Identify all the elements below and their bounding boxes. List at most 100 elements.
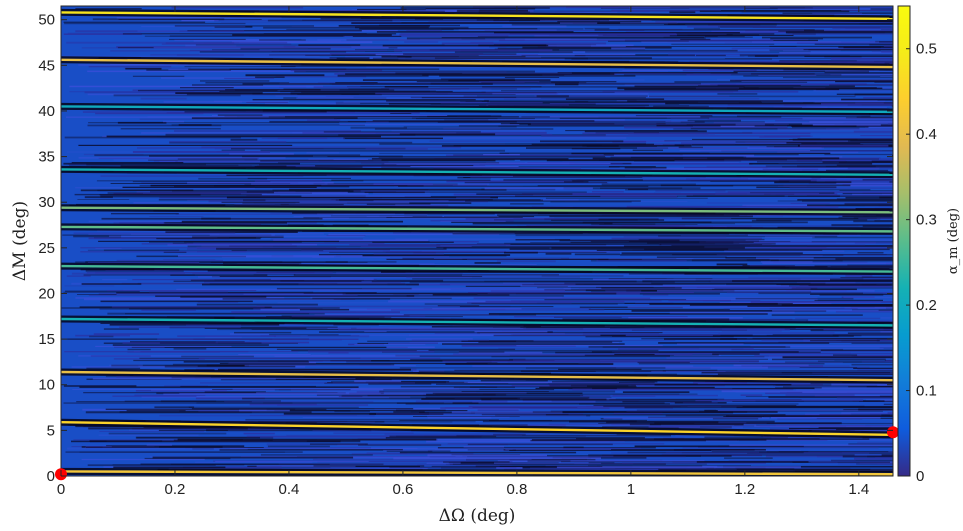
texture-streak: [218, 368, 411, 371]
texture-streak: [316, 439, 592, 441]
texture-streak: [204, 391, 266, 393]
texture-streak: [313, 86, 361, 88]
texture-streak: [837, 462, 893, 465]
texture-streak: [387, 342, 438, 344]
band-line: [61, 470, 893, 476]
texture-streak: [592, 157, 840, 160]
texture-streak: [591, 291, 812, 293]
texture-streak: [140, 351, 299, 353]
texture-streak: [450, 143, 505, 145]
texture-streak: [748, 276, 893, 279]
texture-streak: [880, 76, 893, 77]
texture-streak: [885, 360, 893, 362]
texture-streak: [110, 50, 366, 52]
texture-streak: [426, 440, 610, 443]
texture-streak: [634, 85, 855, 88]
texture-streak: [256, 465, 356, 467]
texture-streak: [472, 222, 613, 225]
texture-streak: [434, 333, 659, 334]
texture-streak: [754, 55, 779, 57]
texture-streak: [584, 130, 707, 133]
texture-streak: [260, 308, 470, 311]
texture-streak: [172, 363, 395, 366]
texture-streak: [442, 360, 580, 363]
texture-streak: [468, 405, 681, 408]
band-line: [61, 264, 893, 273]
texture-streak: [835, 310, 893, 313]
texture-streak: [338, 25, 430, 27]
texture-streak: [87, 124, 222, 127]
texture-streak: [299, 214, 428, 216]
texture-streak: [144, 457, 231, 460]
texture-streak: [485, 37, 706, 40]
texture-streak: [163, 222, 287, 224]
texture-streak: [796, 389, 893, 391]
texture-streak: [292, 132, 457, 134]
texture-streak: [81, 47, 308, 49]
texture-streak: [527, 460, 571, 462]
texture-streak: [876, 217, 893, 219]
texture-streak: [126, 410, 186, 412]
texture-streak: [411, 56, 541, 58]
texture-streak: [729, 414, 882, 416]
texture-streak: [770, 260, 893, 262]
texture-streak: [384, 162, 611, 165]
texture-streak: [156, 237, 261, 240]
texture-streak: [495, 414, 591, 417]
texture-streak: [527, 162, 575, 164]
texture-streak: [120, 128, 221, 130]
texture-streak: [452, 233, 730, 235]
texture-streak: [656, 256, 727, 258]
texture-streak: [549, 103, 669, 104]
texture-streak: [757, 161, 847, 163]
texture-streak: [111, 213, 179, 215]
texture-streak: [404, 54, 539, 56]
texture-streak: [164, 365, 296, 368]
texture-streak: [824, 153, 893, 156]
y-tick-label: 5: [47, 422, 55, 439]
texture-streak: [62, 234, 272, 236]
texture-streak: [514, 316, 688, 318]
texture-streak: [860, 135, 893, 137]
texture-streak: [858, 217, 893, 220]
texture-streak: [749, 162, 873, 165]
texture-streak: [579, 403, 799, 405]
texture-streak: [605, 290, 642, 292]
texture-streak: [181, 19, 219, 22]
texture-streak: [717, 399, 864, 402]
texture-streak: [389, 435, 497, 438]
texture-streak: [137, 147, 251, 149]
texture-streak: [563, 446, 584, 449]
texture-streak: [669, 311, 795, 314]
texture-streak: [195, 461, 313, 463]
texture-streak: [345, 56, 406, 59]
texture-streak: [649, 95, 856, 98]
texture-streak: [339, 199, 493, 201]
band-line: [61, 105, 893, 114]
texture-streak: [537, 45, 670, 48]
y-axis-label: ΔM (deg): [10, 201, 30, 281]
texture-streak: [618, 70, 669, 72]
texture-streak: [310, 443, 368, 445]
texture-streak: [785, 31, 893, 34]
texture-streak: [256, 271, 406, 273]
texture-streak: [870, 413, 893, 415]
texture-streak: [545, 414, 786, 416]
texture-streak: [425, 396, 590, 399]
texture-streak: [710, 72, 893, 74]
texture-streak: [771, 437, 883, 439]
texture-streak: [582, 455, 621, 458]
texture-streak: [366, 203, 431, 205]
texture-streak: [620, 298, 818, 301]
texture-streak: [732, 279, 893, 282]
texture-streak: [458, 29, 557, 31]
texture-streak: [503, 449, 766, 451]
texture-streak: [186, 243, 385, 245]
texture-streak: [414, 18, 443, 20]
texture-streak: [382, 44, 549, 47]
texture-streak: [566, 6, 619, 9]
texture-streak: [545, 197, 708, 199]
texture-streak: [686, 124, 774, 126]
texture-streak: [778, 30, 893, 32]
texture-streak: [680, 38, 711, 41]
